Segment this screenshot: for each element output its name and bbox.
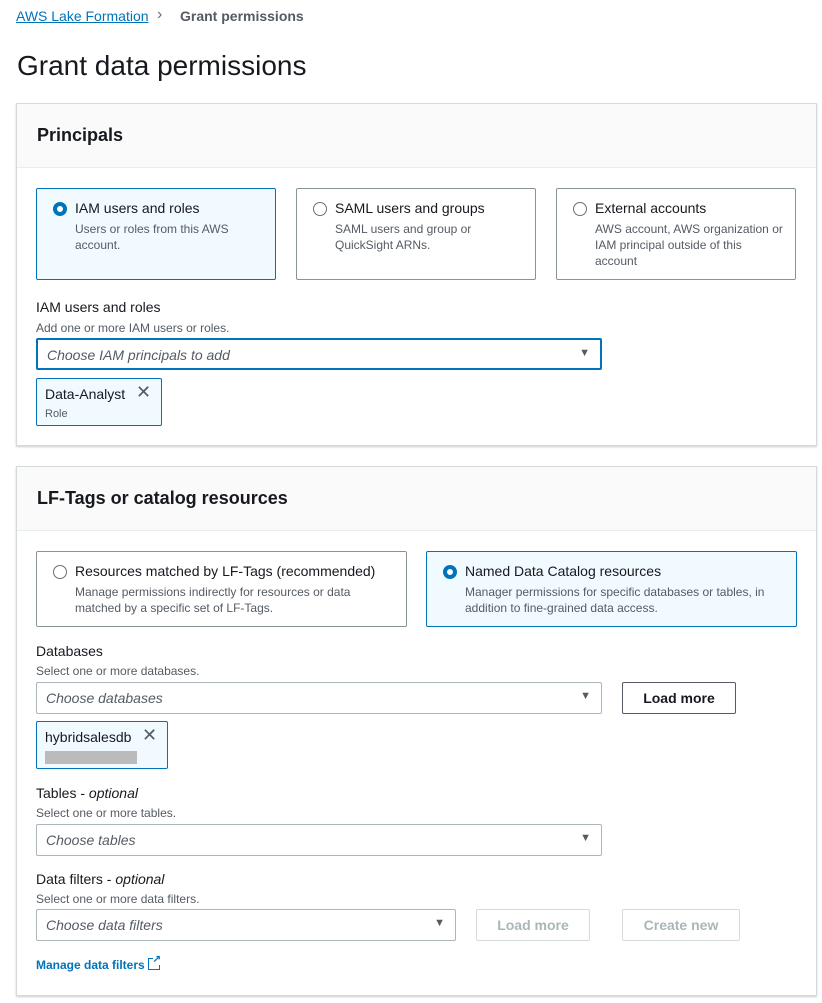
option-desc: SAML users and group or QuickSight ARNs. — [335, 222, 472, 252]
databases-desc: Select one or more databases. — [36, 664, 200, 678]
filters-load-more-button[interactable]: Load more — [476, 909, 590, 941]
breadcrumb-lake-formation[interactable]: AWS Lake Formation — [16, 8, 149, 24]
option-external-accounts[interactable]: External accounts AWS account, AWS organ… — [556, 188, 796, 280]
resources-panel: LF-Tags or catalog resources Resources m… — [16, 466, 817, 996]
option-desc: Manager permissions for specific databas… — [465, 585, 765, 615]
databases-select[interactable]: Choose databases ▼ — [36, 682, 602, 714]
option-iam-users[interactable]: IAM users and roles Users or roles from … — [36, 188, 276, 280]
close-icon[interactable]: ✕ — [136, 382, 152, 402]
option-label: SAML users and groups — [335, 200, 485, 216]
token-hybridsalesdb: hybridsalesdb ✕ — [36, 721, 168, 769]
page-title: Grant data permissions — [17, 50, 307, 81]
select-placeholder: Choose databases — [46, 690, 163, 706]
caret-down-icon: ▼ — [434, 917, 445, 929]
redacted-block — [45, 751, 137, 764]
token-name: Data-Analyst — [45, 386, 126, 402]
iam-field-label: IAM users and roles — [36, 299, 161, 315]
iam-principals-select[interactable]: Choose IAM principals to add ▼ — [36, 338, 602, 370]
caret-down-icon: ▼ — [579, 347, 590, 359]
option-desc: Users or roles from this AWS account. — [75, 222, 229, 252]
principals-title: Principals — [37, 125, 124, 145]
caret-down-icon: ▼ — [580, 832, 591, 844]
resources-title: LF-Tags or catalog resources — [37, 488, 288, 508]
iam-field-desc: Add one or more IAM users or roles. — [36, 321, 230, 335]
filters-desc: Select one or more data filters. — [36, 892, 200, 906]
token-name: hybridsalesdb — [45, 729, 132, 745]
caret-down-icon: ▼ — [580, 690, 591, 702]
filters-label: Data filters - optional — [36, 871, 165, 887]
option-label: External accounts — [595, 200, 707, 216]
radio-icon[interactable] — [53, 565, 67, 579]
select-placeholder: Choose data filters — [46, 917, 163, 933]
databases-load-more-button[interactable]: Load more — [622, 682, 736, 714]
chevron-right-icon: › — [157, 6, 163, 23]
option-desc: AWS account, AWS organization or IAM pri… — [595, 222, 783, 268]
select-placeholder: Choose IAM principals to add — [47, 347, 230, 363]
token-sub: Role — [45, 408, 68, 420]
option-label: Named Data Catalog resources — [465, 563, 662, 579]
option-named-catalog[interactable]: Named Data Catalog resources Manager per… — [426, 551, 797, 627]
breadcrumb-current: Grant permissions — [180, 8, 304, 24]
databases-label: Databases — [36, 643, 103, 659]
tables-desc: Select one or more tables. — [36, 806, 177, 820]
token-data-analyst: Data-Analyst Role ✕ — [36, 378, 162, 426]
option-lf-tags[interactable]: Resources matched by LF-Tags (recommende… — [36, 551, 407, 627]
radio-icon[interactable] — [313, 202, 327, 216]
external-link-icon: ↗ — [148, 955, 162, 970]
radio-selected-icon[interactable] — [53, 202, 67, 216]
tables-label: Tables - optional — [36, 785, 138, 801]
principals-panel: Principals IAM users and roles Users or … — [16, 103, 817, 446]
option-label: IAM users and roles — [75, 200, 200, 216]
option-saml-users[interactable]: SAML users and groups SAML users and gro… — [296, 188, 536, 280]
tables-select[interactable]: Choose tables ▼ — [36, 824, 602, 856]
option-label: Resources matched by LF-Tags (recommende… — [75, 563, 376, 579]
manage-data-filters-link[interactable]: Manage data filters ↗ — [36, 954, 162, 972]
data-filters-select[interactable]: Choose data filters ▼ — [36, 909, 456, 941]
close-icon[interactable]: ✕ — [142, 725, 158, 745]
create-new-filter-button[interactable]: Create new — [622, 909, 740, 941]
radio-icon[interactable] — [573, 202, 587, 216]
radio-selected-icon[interactable] — [443, 565, 457, 579]
select-placeholder: Choose tables — [46, 832, 136, 848]
option-desc: Manage permissions indirectly for resour… — [75, 585, 351, 615]
